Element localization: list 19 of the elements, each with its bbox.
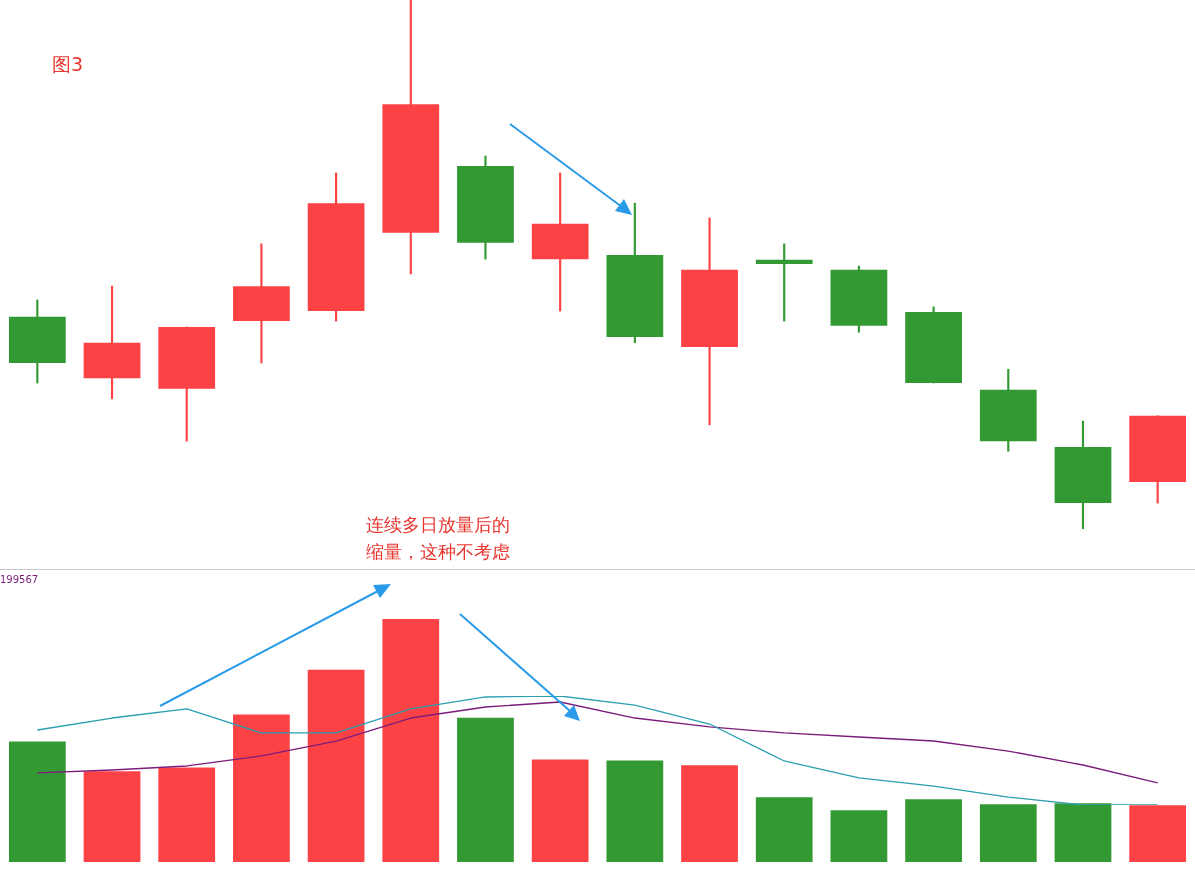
text: 199567 [0, 573, 39, 587]
bar [905, 799, 962, 862]
bar [681, 765, 738, 862]
bar [382, 619, 440, 862]
bar [979, 804, 1037, 862]
annotation: 连续多日放量后的缩量，这种不考虑 [366, 513, 511, 564]
bar [233, 714, 290, 862]
bar [1129, 805, 1187, 862]
bar [830, 810, 888, 862]
bar [158, 767, 216, 862]
annotation: 图3 [52, 52, 84, 77]
bar [8, 741, 66, 862]
bar [531, 759, 589, 862]
bar [755, 797, 813, 862]
bar [457, 717, 514, 862]
bar [307, 669, 365, 862]
bar [1054, 803, 1112, 862]
bar [606, 760, 664, 862]
bar [83, 771, 141, 862]
